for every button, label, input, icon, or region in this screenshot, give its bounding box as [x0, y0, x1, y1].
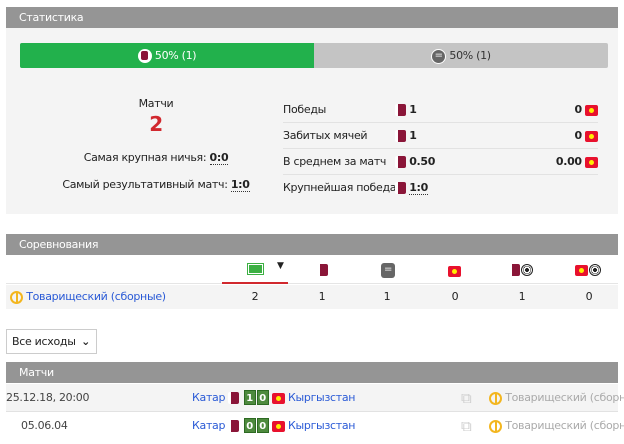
outcome-bar: 50% (1) = 50% (1)	[20, 43, 608, 68]
qatar-flag-icon	[395, 130, 406, 142]
matches-count: 2	[149, 112, 163, 136]
qatar-flag-icon	[395, 104, 406, 116]
qatar-flag-icon	[395, 182, 406, 194]
draws-segment[interactable]: = 50% (1)	[314, 43, 608, 68]
friendly-icon	[10, 290, 23, 304]
kyrgyzstan-goals-icon[interactable]	[575, 263, 601, 276]
sort-column-matches[interactable]: ▼	[222, 255, 288, 284]
qatar-wins-segment[interactable]: 50% (1)	[20, 43, 314, 68]
competition-link[interactable]: Товарищеский (сборные)	[26, 290, 166, 303]
qatar-flag-icon[interactable]	[317, 264, 328, 276]
draw-icon[interactable]: =	[381, 263, 395, 278]
draw-icon: =	[431, 48, 447, 64]
stats-header: Статистика	[6, 7, 618, 28]
kyrgyzstan-flag-icon	[585, 156, 598, 168]
kyrgyzstan-flag-icon	[585, 130, 598, 142]
biggest-draw: Самая крупная ничья: 0:0	[83, 151, 229, 165]
top-scoring-match: Самый результативный матч: 1:0	[62, 178, 250, 192]
external-link-icon[interactable]: ⧉	[461, 417, 472, 435]
stat-row-biggest-win: Крупнейшая победа 1:0	[283, 181, 429, 195]
matches-label: Матчи	[138, 97, 174, 110]
stat-row-average: В среднем за матч 0.50 0.00	[283, 149, 598, 175]
qatar-goals-icon[interactable]	[509, 263, 533, 276]
matches-header: Матчи	[6, 362, 618, 383]
qatar-flag-icon	[137, 49, 152, 63]
external-link-icon[interactable]: ⧉	[461, 389, 472, 407]
chevron-down-icon: ⌄	[81, 335, 90, 348]
competitions-columns: ▼ =	[6, 255, 618, 284]
competition-row: Товарищеский (сборные) 2 1 1 0 1 0	[6, 285, 618, 309]
kyrgyzstan-flag-icon[interactable]	[448, 265, 461, 277]
pitch-icon	[247, 263, 264, 275]
outcome-filter-select[interactable]: Все исходы ⌄	[6, 329, 97, 354]
qatar-flag-icon	[395, 156, 406, 168]
sort-desc-icon: ▼	[277, 261, 284, 271]
competitions-header: Соревнования	[6, 234, 618, 255]
stats-panel: 50% (1) = 50% (1) Матчи 2 Самая крупная …	[6, 28, 618, 214]
kyrgyzstan-flag-icon	[585, 104, 598, 116]
